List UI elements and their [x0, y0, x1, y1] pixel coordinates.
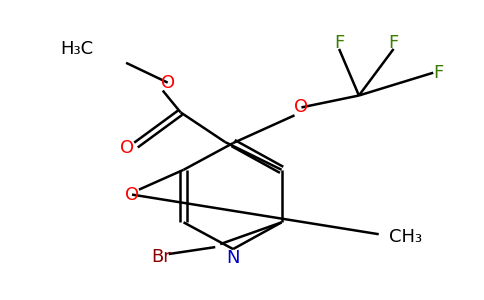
- Text: O: O: [125, 186, 139, 204]
- Text: CH₃: CH₃: [389, 228, 422, 246]
- Text: O: O: [294, 98, 308, 116]
- Text: N: N: [227, 249, 240, 267]
- Text: F: F: [389, 34, 399, 52]
- Text: O: O: [120, 139, 134, 157]
- Text: O: O: [161, 74, 175, 92]
- Text: F: F: [334, 34, 344, 52]
- Text: H₃C: H₃C: [60, 40, 93, 58]
- Text: Br: Br: [151, 248, 171, 266]
- Text: F: F: [433, 64, 443, 82]
